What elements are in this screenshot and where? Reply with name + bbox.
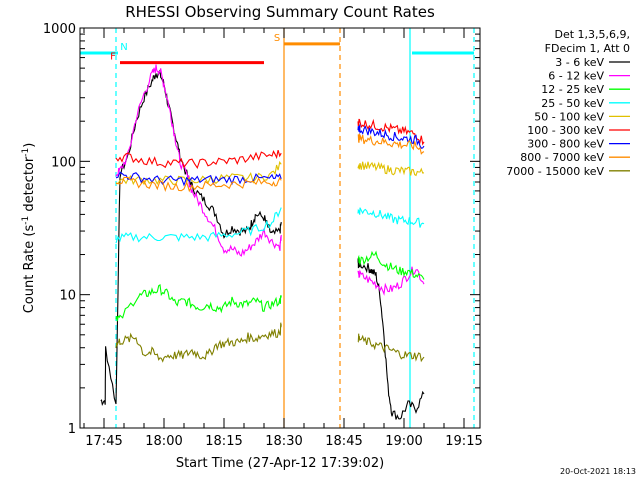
y-axis: 1 10 100 1000 <box>43 22 480 437</box>
y-axis-label-mid: detector <box>22 156 37 216</box>
legend-label-0: 3 - 6 keV <box>555 56 604 69</box>
series-4 <box>115 160 425 186</box>
footer-timestamp: 20-Oct-2021 18:13 <box>560 467 636 476</box>
legend-label-7: 800 - 7000 keV <box>520 151 604 164</box>
legend-label-3: 25 - 50 keV <box>541 97 604 110</box>
y-tick-label-3: 1000 <box>43 22 76 37</box>
legend-label-2: 12 - 25 keV <box>541 83 604 96</box>
plot-area: NF S <box>79 27 481 429</box>
plot-frame <box>79 27 481 429</box>
flag-label-f: F <box>110 52 116 63</box>
y-axis-label-sup2: -1 <box>21 148 31 157</box>
series-2 <box>115 250 425 322</box>
y-tick-label-2: 100 <box>51 155 76 170</box>
series-line-1 <box>115 64 425 296</box>
legend-label-8: 7000 - 15000 keV <box>506 165 604 178</box>
series-line-0 <box>100 69 425 420</box>
flag-label-n: N <box>120 42 127 53</box>
legend-label-1: 6 - 12 keV <box>548 70 604 83</box>
legend-label-5: 100 - 300 keV <box>527 124 604 137</box>
x-tick-label-3: 18:30 <box>265 434 302 449</box>
y-axis-label-end: ) <box>22 143 37 148</box>
series-group <box>80 28 475 428</box>
x-tick-label-6: 19:15 <box>445 434 482 449</box>
legend-header-line-2: FDecim 1, Att 0 <box>545 42 630 55</box>
series-line-4 <box>115 160 425 186</box>
x-tick-label-4: 18:45 <box>325 434 362 449</box>
legend-label-4: 50 - 100 keV <box>534 110 604 123</box>
series-7 <box>116 133 425 193</box>
series-line-3 <box>115 207 425 244</box>
x-tick-label-5: 19:00 <box>385 434 422 449</box>
y-tick-label-1: 10 <box>59 289 76 304</box>
y-axis-label-main: Count Rate (s <box>22 225 37 314</box>
x-tick-label-2: 18:15 <box>205 434 242 449</box>
x-axis-label: Start Time (27-Apr-12 17:39:02) <box>176 456 384 471</box>
flag-label-s: S <box>274 33 280 44</box>
legend: Det 1,3,5,6,9, FDecim 1, Att 0 3 - 6 keV… <box>506 28 630 178</box>
y-axis-label: Count Rate (s-1 detector-1) <box>21 143 37 314</box>
x-tick-label-1: 18:00 <box>145 434 182 449</box>
y-axis-label-sup1: -1 <box>21 216 31 225</box>
series-0 <box>100 69 425 420</box>
legend-header-line-1: Det 1,3,5,6,9, <box>554 28 630 41</box>
series-5 <box>115 118 425 170</box>
series-line-7 <box>116 133 425 193</box>
series-line-5 <box>115 118 425 170</box>
series-3 <box>115 207 425 244</box>
x-tick-label-0: 17:45 <box>85 434 122 449</box>
series-line-8 <box>115 322 425 363</box>
legend-label-6: 300 - 800 keV <box>527 138 604 151</box>
y-tick-label-0: 1 <box>68 422 76 437</box>
series-8 <box>115 322 425 363</box>
series-1 <box>115 64 425 296</box>
chart-title: RHESSI Observing Summary Count Rates <box>125 3 435 21</box>
x-axis: 17:45 18:00 18:15 18:30 18:45 19:00 19:15 <box>83 28 483 449</box>
series-line-2 <box>115 250 425 322</box>
